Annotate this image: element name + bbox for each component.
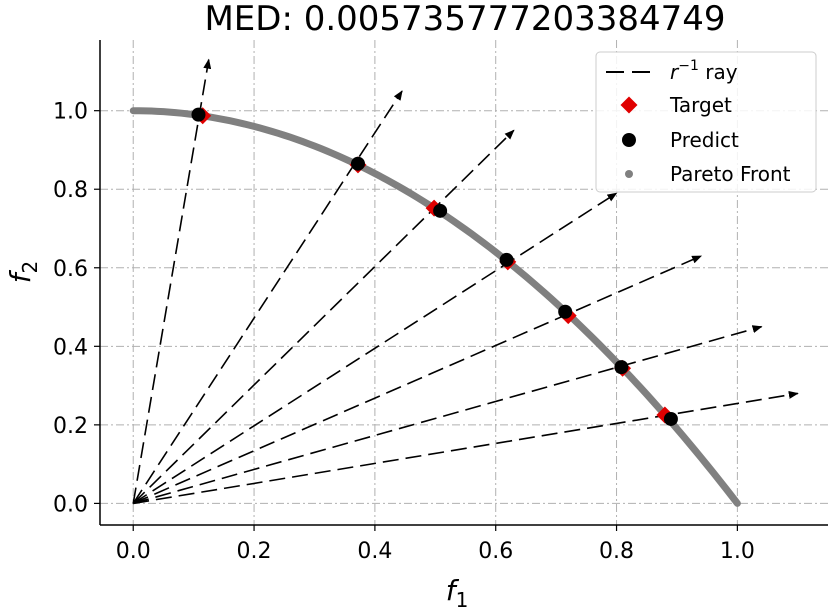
- legend-front-label: Pareto Front: [670, 162, 791, 186]
- predict-point-3: [433, 203, 448, 218]
- ticks: 0.0 0.2 0.4 0.6 0.8 1.0 0.0 0.2 0.4 0.6 0.8 1.0: [53, 100, 755, 564]
- y-tick-label-3: 0.6: [53, 257, 88, 282]
- predict-point-5: [558, 304, 573, 319]
- x-tick-label-2: 0.4: [357, 539, 392, 564]
- predict-point-1: [191, 107, 206, 122]
- legend-target-label: Target: [669, 93, 732, 117]
- y-tick-label-4: 0.8: [53, 178, 88, 203]
- x-axis-title: f1: [446, 574, 469, 607]
- legend-box: [595, 51, 817, 193]
- x-tick-label-1: 0.2: [237, 539, 272, 564]
- legend-front-swatch: [625, 170, 633, 178]
- ray-arrow-6: [133, 325, 763, 505]
- legend-predict-swatch: [622, 133, 636, 147]
- x-tick-label-0: 0.0: [116, 539, 151, 564]
- predict-point-4: [499, 252, 514, 267]
- ray-arrow-4: [132, 192, 618, 505]
- predict-point-6: [614, 360, 629, 375]
- ray-arrow-3: [132, 129, 515, 504]
- y-tick-label-0: 0.0: [53, 492, 88, 517]
- predict-point-2: [350, 156, 365, 171]
- y-tick-label-2: 0.4: [53, 335, 88, 360]
- y-axis-title: f2: [4, 261, 42, 284]
- ray-arrow-7: [133, 390, 799, 505]
- ray-arrow-5: [132, 255, 703, 505]
- ray-arrow-1: [132, 58, 212, 504]
- legend: r−1 ray Target Predict Pareto Front: [595, 51, 817, 193]
- predict-point-7: [663, 411, 678, 426]
- ray-arrow-2: [132, 90, 403, 504]
- ray-layer: [132, 58, 799, 505]
- legend-target-swatch: [620, 96, 638, 114]
- axes: [99, 40, 828, 526]
- predict-layer: [191, 107, 678, 426]
- chart-title: MED: 0.005735777203384749: [204, 0, 725, 39]
- y-tick-label-1: 0.2: [53, 414, 88, 439]
- x-tick-label-3: 0.6: [478, 539, 513, 564]
- legend-ray-label: r−1 ray: [670, 58, 738, 84]
- x-tick-label-5: 1.0: [720, 539, 755, 564]
- legend-predict-label: Predict: [670, 128, 739, 152]
- y-tick-label-5: 1.0: [53, 100, 88, 125]
- x-tick-label-4: 0.8: [599, 539, 634, 564]
